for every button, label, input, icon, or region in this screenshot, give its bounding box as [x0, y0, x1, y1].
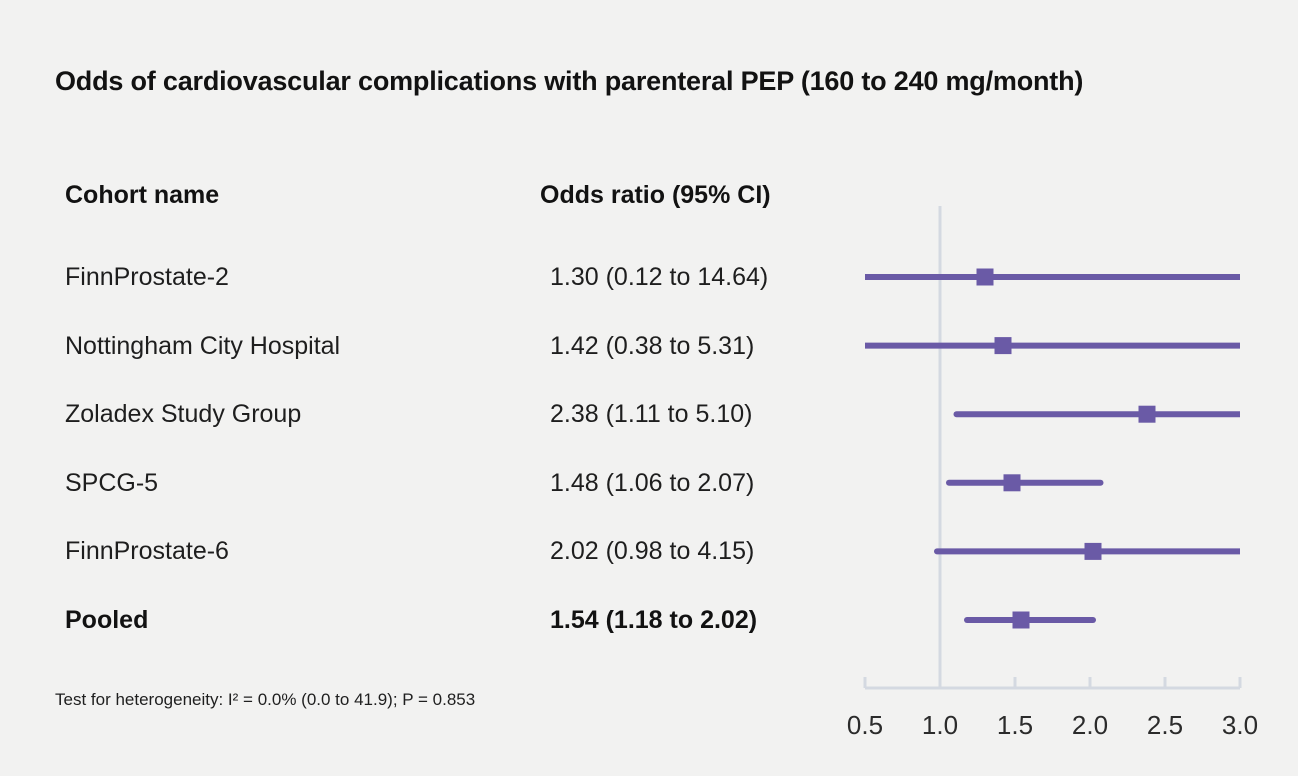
cohort-name: Nottingham City Hospital — [65, 332, 341, 360]
estimate-marker — [1003, 474, 1021, 492]
odds-ratio-value: 1.30 (0.12 to 14.64) — [550, 263, 769, 291]
cohort-name: SPCG-5 — [65, 469, 159, 497]
odds-ratio-value: 2.38 (1.11 to 5.10) — [550, 400, 753, 428]
cohort-name: Zoladex Study Group — [65, 400, 302, 428]
x-axis-tick-label: 0.5 — [847, 710, 883, 740]
x-axis-tick-label: 2.5 — [1147, 710, 1183, 740]
odds-ratio-value: 1.54 (1.18 to 2.02) — [550, 606, 758, 634]
cohort-name: Pooled — [65, 606, 149, 634]
odds-ratio-value: 2.02 (0.98 to 4.15) — [550, 537, 755, 565]
x-axis-tick-label: 3.0 — [1222, 710, 1258, 740]
x-axis-tick-label: 2.0 — [1072, 710, 1108, 740]
estimate-marker — [976, 268, 994, 286]
column-header-odds-ratio: Odds ratio (95% CI) — [540, 181, 771, 209]
column-header-cohort: Cohort name — [65, 181, 220, 209]
x-axis-tick-label: 1.5 — [997, 710, 1033, 740]
estimate-marker — [1138, 405, 1156, 423]
odds-ratio-value: 1.48 (1.06 to 2.07) — [550, 469, 755, 497]
chart-title: Odds of cardiovascular complications wit… — [55, 66, 1084, 96]
cohort-name: FinnProstate-2 — [65, 263, 229, 291]
estimate-marker — [1084, 542, 1102, 560]
odds-ratio-value: 1.42 (0.38 to 5.31) — [550, 332, 755, 360]
heterogeneity-footnote: Test for heterogeneity: I² = 0.0% (0.0 t… — [55, 690, 476, 709]
pooled-estimate-marker — [1012, 611, 1030, 629]
x-axis-tick-label: 1.0 — [922, 710, 958, 740]
cohort-name: FinnProstate-6 — [65, 537, 229, 565]
estimate-marker — [994, 337, 1012, 355]
